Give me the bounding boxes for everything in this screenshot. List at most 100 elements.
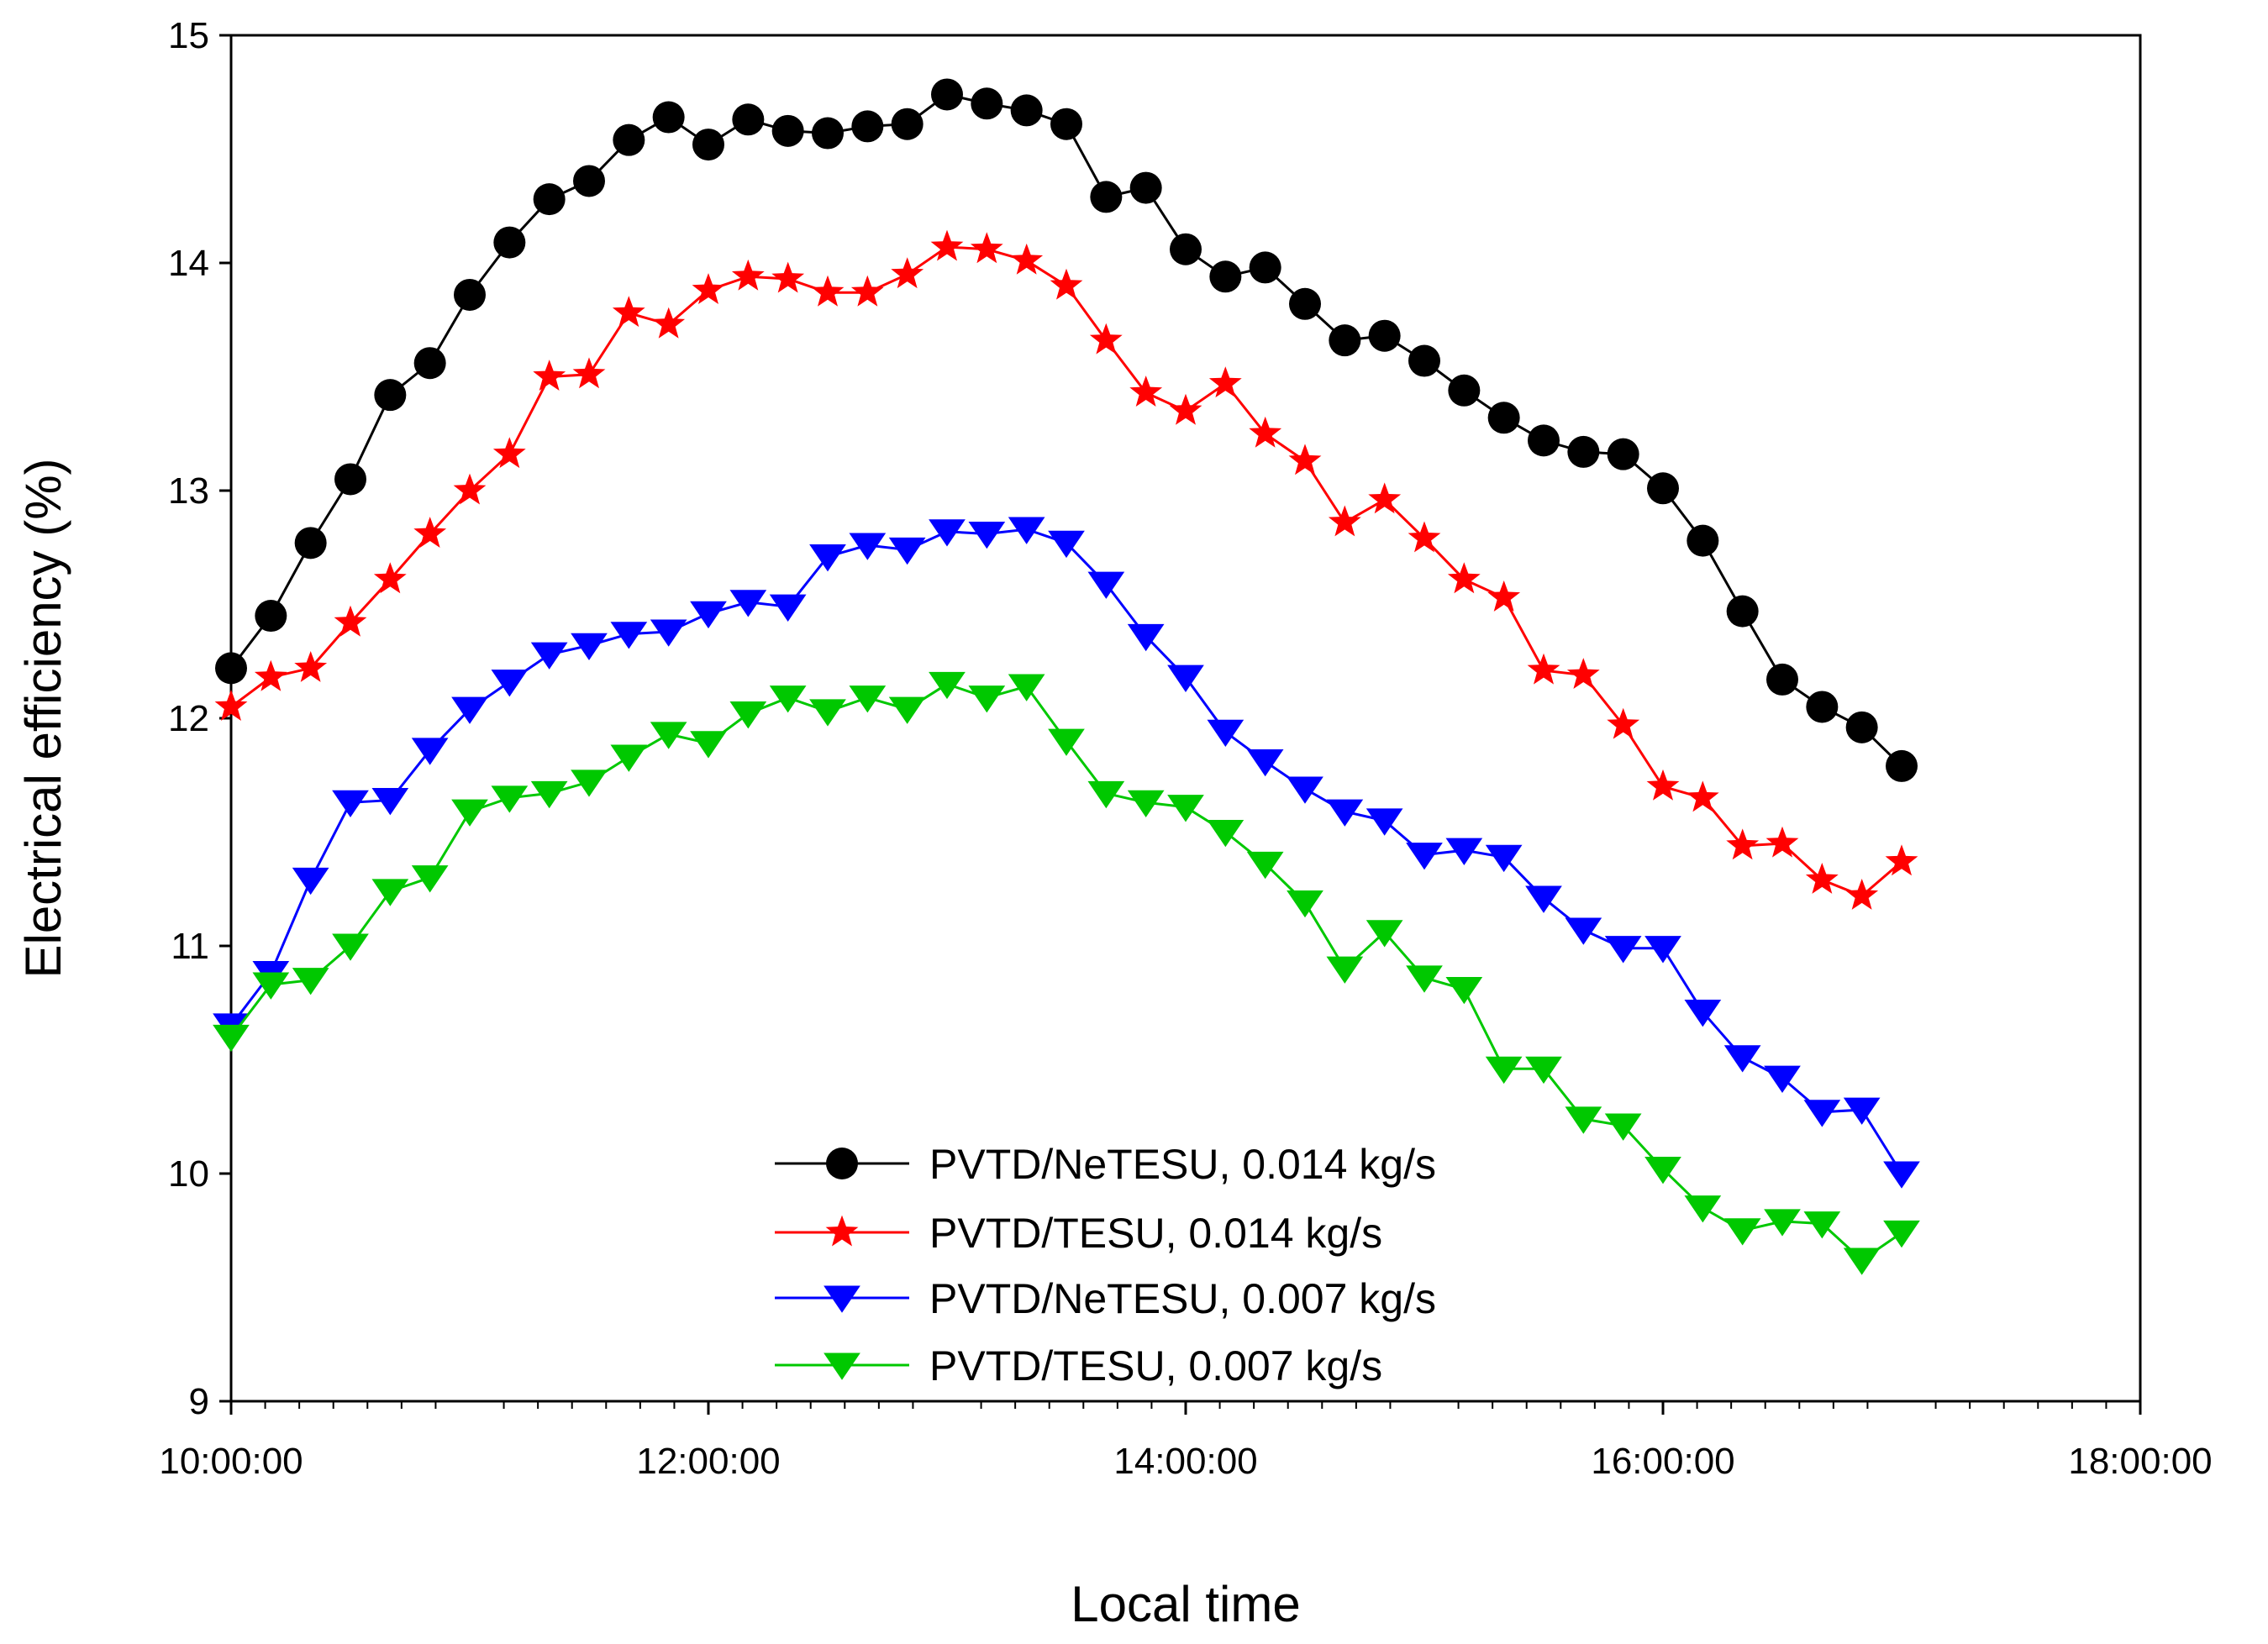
data-point bbox=[891, 108, 924, 140]
data-point bbox=[1328, 505, 1361, 537]
data-point bbox=[1170, 233, 1202, 265]
series-line bbox=[229, 92, 1903, 767]
data-point bbox=[1845, 711, 1878, 743]
data-point bbox=[1129, 171, 1162, 204]
data-point bbox=[373, 562, 407, 594]
data-point bbox=[1647, 472, 1679, 505]
data-point bbox=[610, 622, 648, 649]
x-tick-label: 16:00:00 bbox=[1591, 1441, 1734, 1482]
legend-label: PVTD/NeTESU, 0.007 kg/s bbox=[929, 1275, 1436, 1322]
data-point bbox=[1765, 826, 1799, 858]
data-point bbox=[1684, 1195, 1722, 1223]
data-point bbox=[809, 699, 846, 727]
legend-marker bbox=[825, 1215, 859, 1247]
data-point bbox=[1326, 956, 1364, 984]
data-point bbox=[252, 972, 290, 1000]
data-point bbox=[690, 731, 727, 759]
data-point bbox=[929, 671, 966, 700]
data-point bbox=[1525, 1056, 1562, 1085]
data-point bbox=[1567, 435, 1600, 468]
data-point bbox=[334, 605, 367, 637]
data-point bbox=[1644, 936, 1681, 964]
data-point bbox=[1406, 965, 1443, 993]
data-point bbox=[1246, 851, 1284, 880]
data-point bbox=[1008, 517, 1045, 544]
legend-marker bbox=[824, 1352, 860, 1380]
data-point bbox=[492, 437, 526, 469]
data-point bbox=[294, 527, 327, 559]
data-point bbox=[572, 357, 606, 389]
data-point bbox=[413, 347, 446, 380]
data-point bbox=[491, 785, 529, 813]
data-point bbox=[929, 519, 966, 547]
data-point bbox=[1208, 366, 1242, 398]
data-point bbox=[451, 696, 488, 724]
data-point bbox=[1445, 976, 1483, 1005]
data-point bbox=[1048, 530, 1085, 559]
data-point bbox=[849, 685, 887, 713]
data-point bbox=[1485, 844, 1523, 873]
data-point bbox=[1764, 1065, 1801, 1093]
data-point bbox=[530, 642, 568, 670]
data-point bbox=[1726, 828, 1760, 860]
data-point bbox=[571, 633, 608, 661]
data-point bbox=[371, 879, 409, 906]
y-tick-label: 12 bbox=[168, 698, 209, 739]
data-point bbox=[1565, 917, 1602, 945]
data-point bbox=[334, 463, 366, 496]
data-point bbox=[690, 601, 727, 629]
data-point bbox=[1329, 324, 1361, 357]
data-point bbox=[292, 867, 329, 896]
data-point bbox=[769, 594, 807, 622]
data-point bbox=[850, 275, 884, 307]
series-1 bbox=[215, 78, 1918, 782]
data-point bbox=[811, 275, 845, 307]
data-point bbox=[1008, 674, 1045, 701]
y-tick-label: 14 bbox=[168, 243, 209, 284]
data-point bbox=[213, 1024, 250, 1053]
data-point bbox=[1644, 1157, 1681, 1184]
data-point bbox=[612, 296, 645, 328]
data-point bbox=[692, 129, 724, 161]
legend-item: PVTD/NeTESU, 0.007 kg/s bbox=[775, 1275, 1436, 1322]
data-point bbox=[971, 87, 1003, 120]
data-point bbox=[1246, 748, 1284, 777]
data-point bbox=[809, 544, 846, 572]
data-point bbox=[573, 165, 605, 197]
data-point bbox=[533, 360, 566, 391]
data-point bbox=[292, 968, 329, 995]
x-axis-title: Local time bbox=[1071, 1576, 1300, 1632]
data-point bbox=[1886, 749, 1918, 782]
data-point bbox=[454, 278, 486, 311]
data-point bbox=[1089, 323, 1123, 355]
legend: PVTD/NeTESU, 0.014 kg/s PVTD/TESU, 0.014 … bbox=[775, 1141, 1436, 1389]
series-line bbox=[230, 245, 1902, 898]
data-point bbox=[1207, 819, 1245, 848]
y-axis-title: Electrical efficiency (%) bbox=[15, 458, 71, 978]
data-point bbox=[729, 701, 767, 729]
legend-label: PVTD/NeTESU, 0.014 kg/s bbox=[929, 1141, 1436, 1188]
data-point bbox=[411, 738, 449, 765]
data-point bbox=[652, 101, 685, 134]
data-point bbox=[1010, 94, 1043, 127]
data-point bbox=[1048, 728, 1085, 756]
data-point bbox=[1604, 1113, 1642, 1141]
data-point bbox=[1090, 181, 1123, 213]
data-point bbox=[1087, 780, 1125, 809]
data-point bbox=[1167, 664, 1204, 692]
series-line bbox=[229, 528, 1903, 1174]
data-point bbox=[1565, 1106, 1602, 1134]
data-point bbox=[732, 103, 765, 136]
data-point bbox=[1607, 707, 1640, 739]
data-point bbox=[1249, 251, 1281, 284]
data-point bbox=[1764, 1209, 1801, 1237]
data-point bbox=[849, 533, 887, 560]
axis-ticks: 9 10 11 12 13 14 15 10:00:00 12:00:00 14:00:00 16:… bbox=[159, 15, 2212, 1482]
data-point bbox=[1803, 1100, 1841, 1127]
data-point bbox=[1687, 524, 1719, 557]
data-point bbox=[1723, 1045, 1761, 1073]
legend-marker bbox=[824, 1285, 860, 1313]
data-point bbox=[294, 651, 328, 682]
data-point bbox=[1169, 393, 1202, 425]
data-point bbox=[1525, 885, 1562, 913]
